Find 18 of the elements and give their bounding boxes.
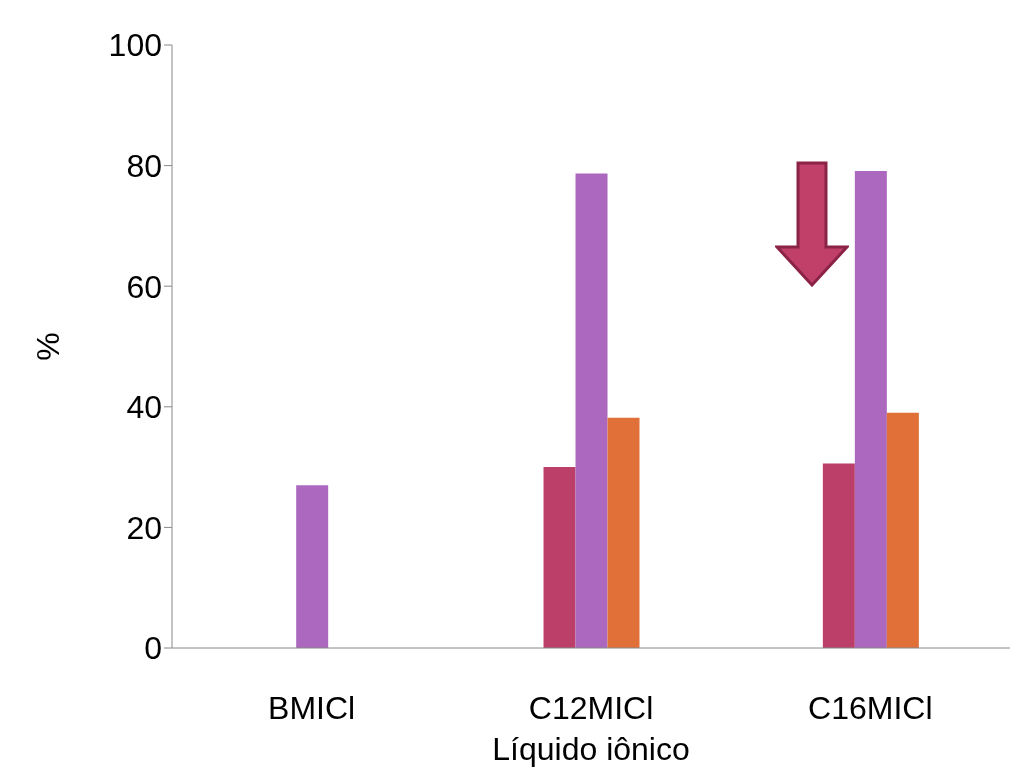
- y-tick-label: 60: [126, 268, 162, 305]
- x-axis-title: Líquido iônico: [492, 731, 690, 767]
- y-tick-label: 0: [144, 630, 162, 667]
- x-tick-label: BMICl: [268, 689, 356, 726]
- bar: [607, 417, 640, 648]
- y-tick-label: 80: [126, 147, 162, 184]
- bar: [575, 173, 608, 648]
- bar: [543, 467, 576, 648]
- y-tick-label: 100: [108, 27, 162, 64]
- x-tick-label: C16MICl: [808, 689, 933, 726]
- bar: [296, 485, 329, 648]
- bar: [854, 171, 887, 648]
- bar: [886, 412, 919, 648]
- y-axis-title: %: [30, 332, 67, 361]
- bar: [822, 463, 855, 648]
- y-tick-label: 20: [126, 509, 162, 546]
- y-tick-label: 40: [126, 389, 162, 426]
- x-tick-label: C12MICl: [528, 689, 654, 726]
